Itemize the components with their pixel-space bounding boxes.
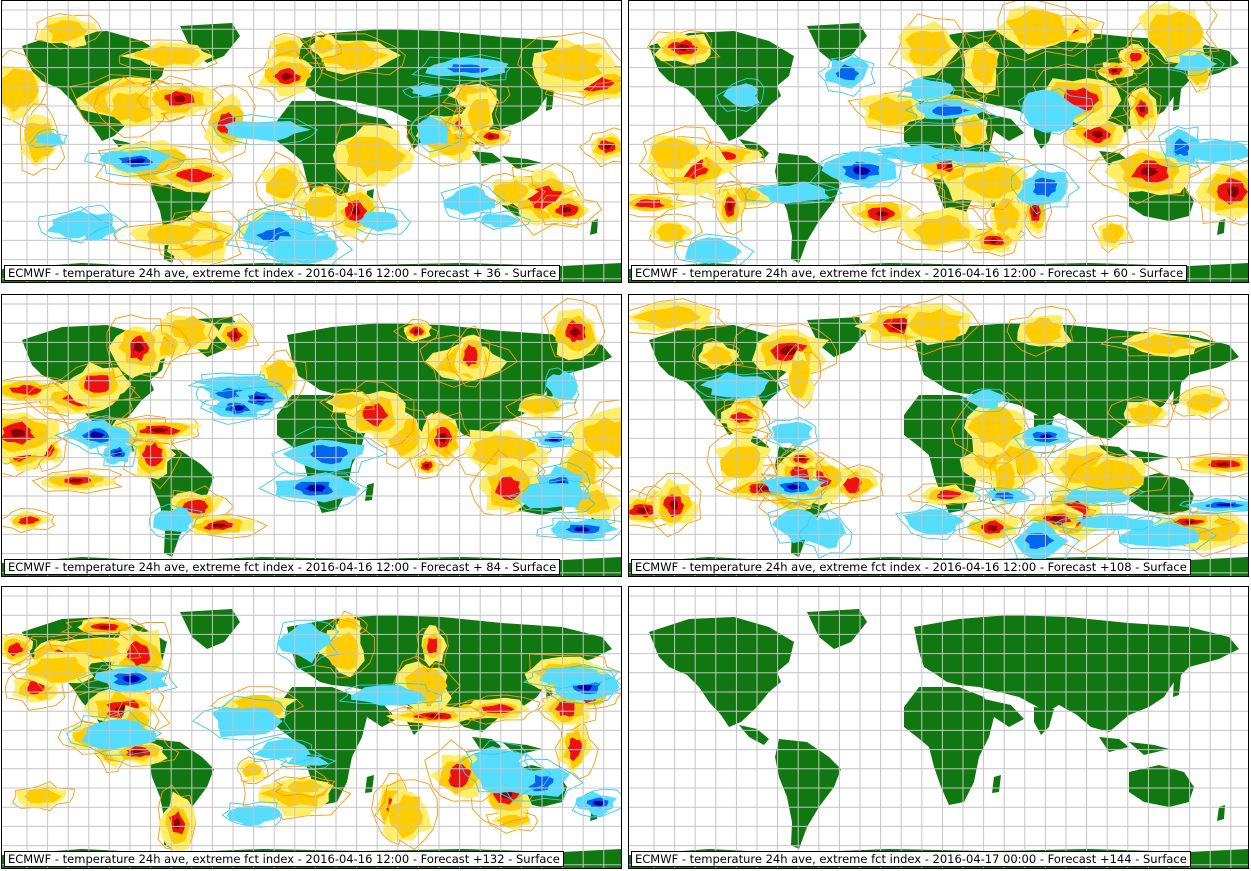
landmass — [914, 615, 1239, 732]
lat-lon-grid — [629, 1, 1248, 282]
landmass — [775, 739, 841, 849]
world-map — [629, 1, 1248, 282]
landmass — [739, 725, 769, 745]
landmass — [287, 323, 612, 440]
landmass — [180, 609, 240, 649]
landmass — [984, 699, 1054, 735]
map-caption: ECMWF - temperature 24h ave, extreme fct… — [4, 559, 561, 575]
landmass — [365, 775, 374, 793]
map-caption: ECMWF - temperature 24h ave, extreme fct… — [631, 265, 1188, 281]
lat-lon-grid — [2, 295, 621, 576]
landmass — [807, 609, 867, 649]
map-caption: ECMWF - temperature 24h ave, extreme fct… — [4, 851, 564, 867]
world-map — [629, 587, 1248, 868]
lat-lon-grid — [2, 1, 621, 282]
landmass — [1099, 737, 1169, 755]
lat-lon-grid — [629, 295, 1248, 576]
landmass — [1129, 765, 1194, 807]
map-panel-5: ECMWF - temperature 24h ave, extreme fct… — [1, 586, 622, 869]
landmass — [1099, 445, 1169, 463]
cold-anomaly-layer — [66, 619, 621, 828]
landmass — [277, 687, 367, 805]
world-map — [2, 295, 621, 576]
landmass — [775, 153, 841, 263]
landmass — [1217, 219, 1225, 235]
landmass — [148, 739, 214, 849]
landmass — [1173, 675, 1181, 697]
map-caption: ECMWF - temperature 24h ave, extreme fct… — [631, 559, 1191, 575]
map-panel-3: ECMWF - temperature 24h ave, extreme fct… — [1, 294, 622, 577]
cold-anomaly-layer — [28, 54, 532, 274]
map-caption: ECMWF - temperature 24h ave, extreme fct… — [631, 851, 1191, 867]
landmass — [807, 23, 867, 63]
map-panel-1: ECMWF - temperature 24h ave, extreme fct… — [1, 0, 622, 283]
landmass — [472, 151, 542, 169]
lat-lon-grid — [2, 587, 621, 868]
landmass — [904, 687, 994, 805]
world-map — [2, 1, 621, 282]
map-panel-4: ECMWF - temperature 24h ave, extreme fct… — [628, 294, 1249, 577]
landmass — [649, 617, 794, 727]
map-panel-2: ECMWF - temperature 24h ave, extreme fct… — [628, 0, 1249, 283]
landmass — [1173, 89, 1181, 111]
world-map — [2, 587, 621, 868]
landmass — [992, 775, 1001, 793]
landmass — [1217, 805, 1225, 821]
landmass — [365, 483, 374, 501]
world-map — [629, 295, 1248, 576]
map-caption: ECMWF - temperature 24h ave, extreme fct… — [4, 265, 561, 281]
land-layer — [629, 609, 1248, 868]
cold-anomaly-layer — [674, 50, 1248, 273]
cold-anomaly-layer — [54, 367, 621, 541]
warm-anomaly-layer — [629, 1, 1248, 257]
landmass — [590, 219, 598, 235]
landmass — [1129, 473, 1194, 515]
map-panel-6: ECMWF - temperature 24h ave, extreme fct… — [628, 586, 1249, 869]
